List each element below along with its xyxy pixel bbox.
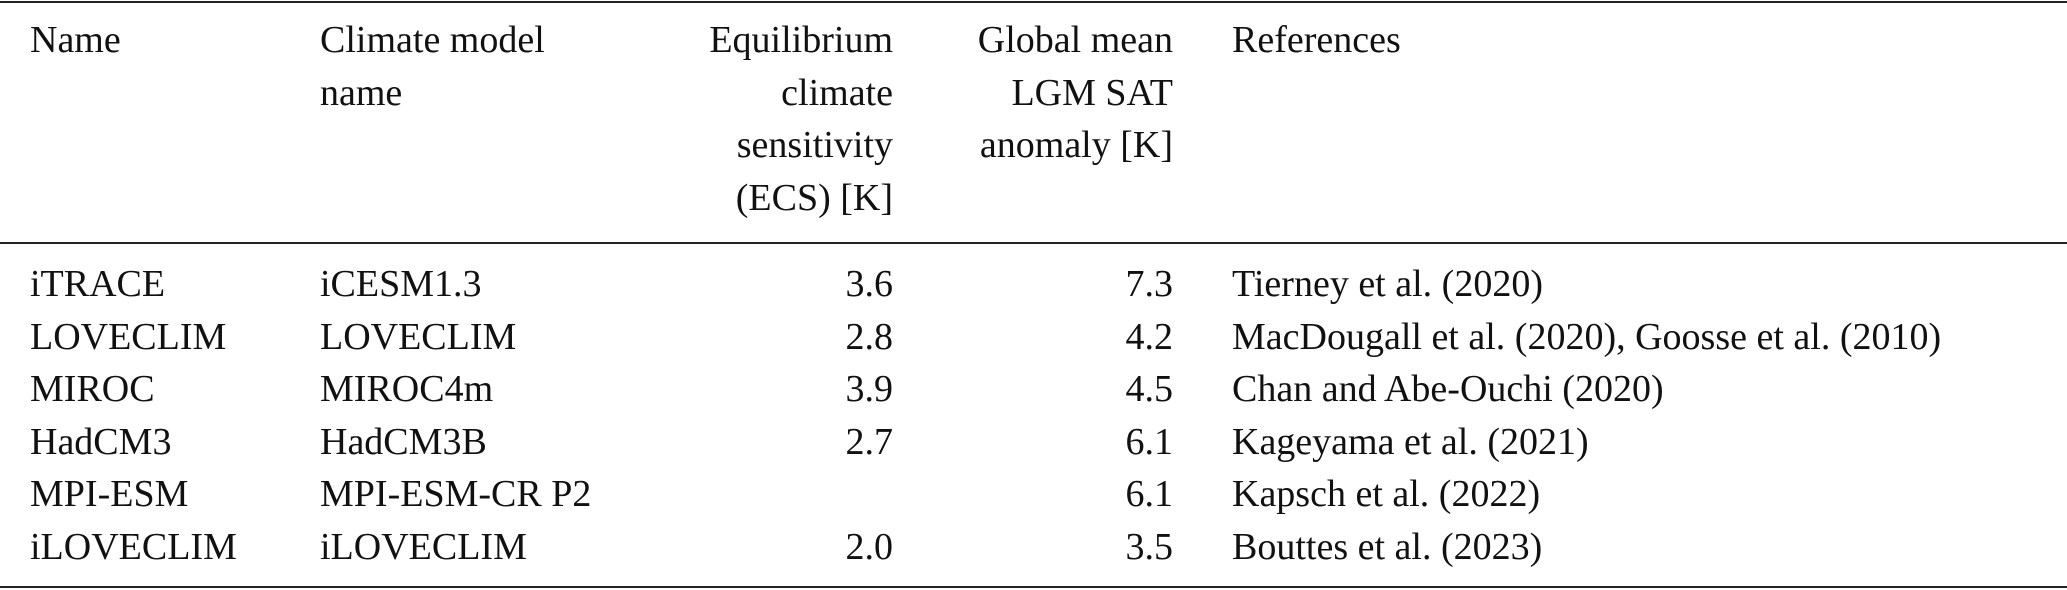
table-cell: HadCM3 — [30, 420, 172, 463]
table-cell: 4.2 — [1125, 315, 1174, 358]
table-cell: LOVECLIM — [30, 315, 227, 358]
table-cell: 4.5 — [1125, 368, 1174, 410]
table-cell: Kapsch et al. (2022) — [1232, 473, 1541, 515]
bottom-rule — [0, 586, 2067, 588]
header-cell: References — [1232, 19, 1401, 61]
header-cell: Equilibrium — [709, 19, 893, 61]
header-cell: climate — [781, 71, 893, 114]
header-cell: anomaly [K] — [979, 124, 1173, 166]
table-cell: LOVECLIM — [320, 315, 517, 358]
table-cell: MIROC — [30, 368, 155, 410]
table-cell: 6.1 — [1125, 473, 1174, 515]
header-cell: Climate model — [320, 19, 545, 61]
table-cell: MIROC4m — [320, 368, 494, 410]
header-rule — [0, 242, 2067, 244]
top-rule — [0, 1, 2067, 3]
table-cell: MacDougall et al. (2020), Goosse et al. … — [1232, 315, 1942, 358]
table-cell: MPI-ESM — [30, 473, 189, 515]
header-cell: name — [320, 71, 403, 114]
table-cell: iLOVECLIM — [320, 525, 527, 568]
header-cell: Name — [30, 19, 121, 61]
table-cell: Bouttes et al. (2023) — [1232, 525, 1543, 568]
table-cell: 3.9 — [845, 368, 894, 410]
table-cell: 6.1 — [1125, 420, 1174, 463]
table-cell: 2.7 — [845, 420, 894, 463]
table-cell: 2.0 — [845, 525, 894, 568]
table-cell: iCESM1.3 — [320, 263, 482, 305]
header-cell: LGM SAT — [1011, 71, 1173, 114]
table-cell: Tierney et al. (2020) — [1232, 263, 1543, 305]
table-cell: 3.5 — [1125, 525, 1174, 568]
header-cell: Global mean — [977, 19, 1173, 61]
table-cell: iTRACE — [30, 263, 166, 305]
table-cell: MPI-ESM-CR P2 — [320, 473, 592, 515]
header-cell: (ECS) [K] — [735, 176, 893, 219]
table-cell: 7.3 — [1125, 263, 1174, 305]
table-cell: iLOVECLIM — [30, 525, 237, 568]
header-cell: sensitivity — [736, 124, 893, 166]
table-cell: HadCM3B — [320, 420, 487, 463]
table-cell: 3.6 — [845, 263, 894, 305]
table-cell: Chan and Abe-Ouchi (2020) — [1232, 368, 1664, 410]
table-cell: 2.8 — [845, 315, 894, 358]
table-cell: Kageyama et al. (2021) — [1232, 420, 1589, 463]
